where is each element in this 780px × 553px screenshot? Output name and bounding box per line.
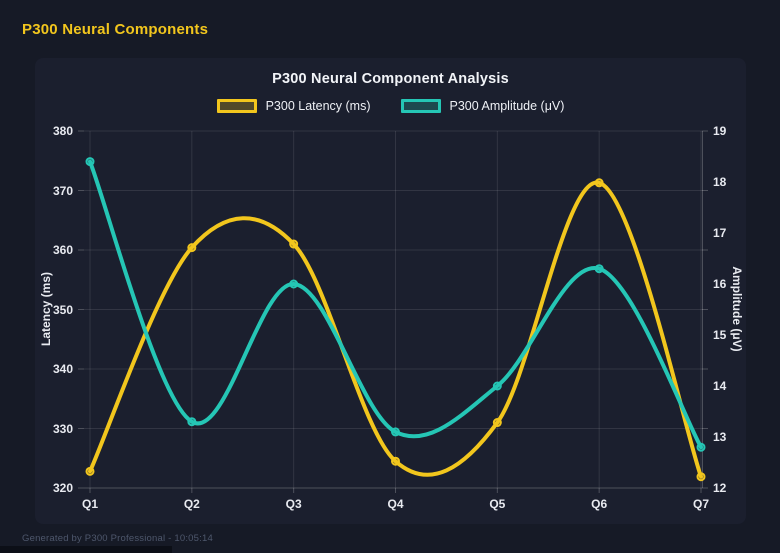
y-axis-title-left: Latency (ms) xyxy=(39,271,53,347)
legend-label-latency: P300 Latency (ms) xyxy=(265,99,371,113)
x-axis-tick: Q4 xyxy=(387,497,404,511)
y-axis-tick-right: 12 xyxy=(713,481,727,495)
data-point xyxy=(391,456,400,466)
data-point xyxy=(289,239,299,249)
x-axis-tick: Q2 xyxy=(183,497,200,511)
data-point xyxy=(696,472,706,482)
y-axis-tick-right: 15 xyxy=(713,328,727,342)
chart-title: P300 Neural Component Analysis xyxy=(272,71,509,87)
y-axis-tick-left: 360 xyxy=(52,243,73,257)
data-point xyxy=(85,466,95,476)
y-axis-tick-right: 17 xyxy=(713,226,727,240)
x-axis-tick: Q3 xyxy=(285,497,302,511)
chart-card: P300 Neural Component Analysis P300 Late… xyxy=(35,58,746,524)
corner-strip xyxy=(0,546,172,553)
data-point xyxy=(594,264,604,274)
y-axis-tick-right: 14 xyxy=(713,379,727,393)
y-axis-tick-left: 320 xyxy=(52,481,73,495)
latency-legend-swatch-icon xyxy=(216,99,257,113)
page-title: P300 Neural Components xyxy=(22,21,209,38)
y-axis-tick-right: 18 xyxy=(713,175,727,189)
data-point xyxy=(187,243,197,253)
data-point xyxy=(85,157,95,167)
series-line-0 xyxy=(88,180,703,479)
y-axis-title-right: Amplitude (μV) xyxy=(730,266,744,352)
y-axis-tick-right: 13 xyxy=(713,430,727,444)
data-point xyxy=(391,427,400,437)
footer-generated-note: Generated by P300 Professional - 10:05:1… xyxy=(22,533,213,544)
x-axis-tick: Q7 xyxy=(692,497,710,511)
line-chart-plot-area[interactable] xyxy=(35,58,746,524)
amplitude-legend-swatch-icon xyxy=(400,99,441,113)
chart-legend: P300 Latency (ms) P300 Amplitude (μV) xyxy=(35,99,746,113)
y-axis-tick-left: 380 xyxy=(52,124,73,138)
data-point xyxy=(492,381,502,391)
y-axis-tick-right: 19 xyxy=(713,124,727,138)
legend-item-amplitude[interactable]: P300 Amplitude (μV) xyxy=(400,99,565,113)
data-point xyxy=(696,442,706,452)
y-axis-tick-right: 16 xyxy=(713,277,727,291)
y-axis-tick-left: 370 xyxy=(52,183,73,198)
legend-label-amplitude: P300 Amplitude (μV) xyxy=(449,99,565,113)
x-axis-tick: Q5 xyxy=(489,497,506,511)
data-point xyxy=(187,417,197,427)
y-axis-tick-left: 340 xyxy=(52,362,73,376)
data-point xyxy=(492,418,502,428)
data-point xyxy=(289,279,299,289)
y-axis-tick-left: 330 xyxy=(52,421,73,436)
x-axis-tick: Q6 xyxy=(591,497,608,511)
x-axis-tick: Q1 xyxy=(81,497,99,511)
y-axis-tick-left: 350 xyxy=(52,302,73,317)
series-line-1 xyxy=(88,159,703,450)
data-point xyxy=(594,178,604,188)
legend-item-latency[interactable]: P300 Latency (ms) xyxy=(216,99,371,113)
